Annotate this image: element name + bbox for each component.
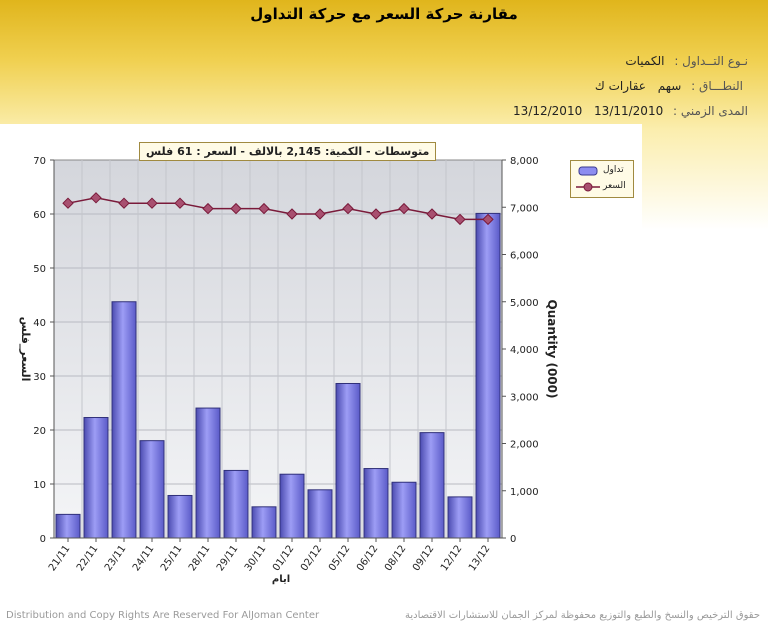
y-right-tick-label: 3,000 [510,392,539,403]
date-range-to: 13/12/2010 [513,104,583,118]
y-axis-left-label: السعر_فلس [19,317,32,382]
x-tick-label: 09/12 [411,543,437,573]
price-point [146,197,158,209]
volume-bar [307,489,333,539]
volume-bar [475,212,501,539]
y-right-tick-label: 1,000 [510,487,539,498]
y-right-tick-label: 2,000 [510,440,539,451]
chart-legend: تداول السعر [570,160,634,198]
y-right-tick-label: 8,000 [510,156,539,167]
volume-bar [195,407,221,539]
x-tick-label: 13/12 [467,543,493,573]
legend-label-price: السعر [603,181,626,191]
y-right-tick-label: 6,000 [510,251,539,262]
volume-bar [111,301,137,539]
x-tick-label: 29/11 [215,543,241,573]
trade-type-label: نـوع التــداول : [674,54,748,68]
trade-type-value: الكميات [625,54,665,68]
price-point [174,197,186,209]
x-tick-label: 24/11 [131,543,157,573]
y-left-tick-label: 60 [33,210,46,221]
price-line [62,192,494,226]
x-tick-label: 23/11 [103,543,129,573]
price-point [258,202,270,215]
scope-row: النطـــاق : سهم عقارات ك [587,79,743,93]
y-left-tick-label: 20 [33,426,46,437]
legend-label-volume: تداول [603,165,624,175]
price-point [482,213,494,226]
price-point [118,197,130,209]
volume-bar [251,506,277,539]
legend-item-volume: تداول [571,163,633,179]
volume-bar [447,496,473,539]
y-left-tick-label: 50 [33,264,46,275]
x-tick-label: 08/12 [383,543,409,573]
price-point [398,202,410,215]
x-tick-label: 05/12 [327,543,353,573]
y-right-tick-label: 4,000 [510,345,539,356]
volume-bar [335,382,361,539]
y-right-tick-label: 7,000 [510,203,539,214]
x-tick-label: 12/12 [439,543,465,573]
y-left-tick-label: 70 [33,156,46,167]
x-tick-label: 28/11 [187,543,213,573]
y-left-tick-label: 30 [33,372,46,383]
volume-bar [139,440,165,539]
date-range-row: المدى الزمني : 13/11/2010 13/12/2010 [505,104,748,118]
volume-bar [363,468,389,539]
averages-summary: متوسطات - الكمية: 2,145 بالالف - السعر :… [139,142,437,161]
volume-bar [55,513,81,539]
date-range-label: المدى الزمني : [673,104,748,118]
price-point [62,197,74,209]
x-tick-label: 02/12 [299,543,325,573]
y-right-tick-label: 5,000 [510,298,539,309]
price-point [230,202,242,215]
page-title: مقارنة حركة السعر مع حركة التداول [250,5,518,23]
legend-bar-swatch-icon [578,166,598,176]
price-point [90,192,102,204]
price-point [454,213,466,226]
volume-bar [167,494,193,539]
trade-type-row: نـوع التــداول : الكميات [617,54,748,68]
price-point [202,202,214,215]
legend-item-price: السعر [571,179,633,195]
scope-value: عقارات ك [594,79,646,93]
price-point [314,208,326,220]
x-tick-label: 21/11 [47,543,73,573]
x-tick-label: 22/11 [75,543,101,573]
date-range-from: 13/11/2010 [594,104,664,118]
x-tick-label: 01/12 [271,543,297,573]
volume-bar [223,469,249,539]
x-tick-label: 30/11 [243,543,269,573]
y-right-tick-label: 0 [510,534,516,545]
x-tick-label: 06/12 [355,543,381,573]
scope-label: النطـــاق : [691,79,743,93]
y-left-tick-label: 10 [33,480,46,491]
x-tick-label: 25/11 [159,543,185,573]
footer-right: حقوق الترخيص والنسخ والطبع والتوزيع محفو… [404,610,760,621]
volume-bars [55,212,501,539]
y-left-tick-label: 40 [33,318,46,329]
price-point [286,208,298,220]
volume-bar [83,417,109,539]
price-point [342,202,354,215]
volume-bar [391,481,417,539]
price-point [426,208,438,220]
scope-kind: سهم [657,79,682,93]
y-axis-right-label: Quantity (000) [545,300,559,399]
x-axis-label: ايام [272,574,290,585]
footer-left: Distribution and Copy Rights Are Reserve… [6,610,320,621]
y-left-tick-label: 0 [40,534,46,545]
legend-line-swatch-icon [576,182,600,192]
volume-bar [279,473,305,539]
price-series-line [67,197,488,221]
volume-bar [419,432,445,539]
price-point [370,208,382,220]
